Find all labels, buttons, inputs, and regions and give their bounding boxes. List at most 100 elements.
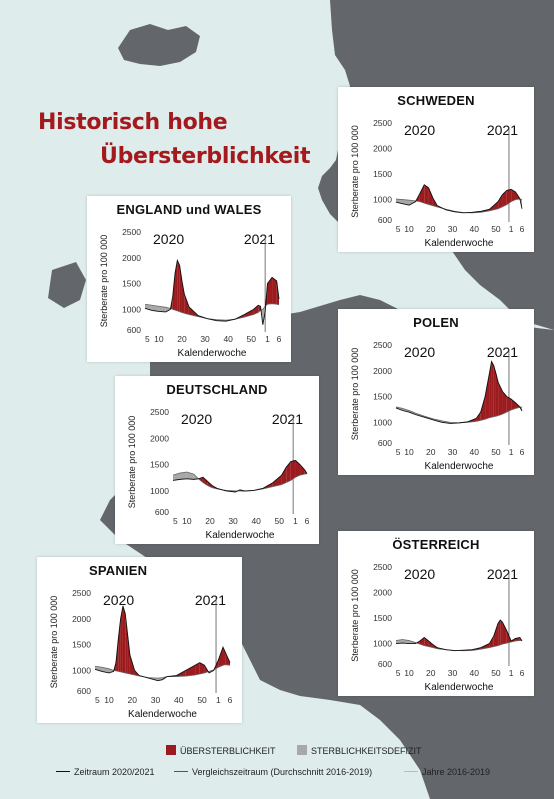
x-tick-label: 30 [448, 447, 458, 457]
current-period-line [172, 459, 308, 493]
panel-title: ÖSTERREICH [392, 537, 480, 552]
y-axis-label: Sterberate pro 100 000 [99, 235, 109, 328]
legend-label-current: Zeitraum 2020/2021 [74, 767, 155, 777]
x-tick-label: 1 [509, 224, 514, 234]
y-tick-label: 600 [77, 686, 91, 696]
excess-area-segment [118, 618, 121, 672]
legend-item-years: Jahre 2016-2019 [404, 767, 490, 777]
x-axis-label: Kalenderwoche [425, 682, 494, 693]
x-tick-label: 6 [305, 516, 310, 526]
x-tick-label: 30 [200, 334, 210, 344]
excess-area-segment [195, 662, 200, 676]
x-tick-label: 10 [182, 516, 192, 526]
x-axis-label: Kalenderwoche [425, 461, 494, 472]
excess-area-segment [286, 461, 291, 483]
x-tick-label: 10 [104, 695, 114, 705]
legend-swatch-excess [166, 745, 176, 755]
excess-area-segment [267, 277, 273, 305]
excess-area-segment [272, 277, 277, 305]
map-land-corsica [300, 598, 310, 620]
excess-area-segment [491, 361, 494, 418]
excess-area-segment [498, 382, 503, 416]
x-tick-label: 40 [469, 224, 479, 234]
excess-area-segment [485, 373, 490, 420]
deficit-area-segment [95, 666, 102, 672]
legend-swatch-deficit [297, 745, 307, 755]
year-label-right: 2021 [244, 231, 275, 247]
y-tick-label: 1000 [373, 195, 392, 205]
excess-area-segment [185, 665, 196, 677]
excess-area-segment [419, 637, 425, 646]
x-tick-label: 1 [216, 695, 221, 705]
x-tick-label: 5 [396, 447, 401, 457]
year-label-left: 2020 [404, 344, 435, 360]
year-label-right: 2021 [195, 592, 226, 608]
x-axis-label: Kalenderwoche [128, 709, 197, 720]
panel-deutschland: DEUTSCHLAND 2020 2021 Sterberate pro 100 0… [115, 376, 319, 544]
excess-area-segment [489, 635, 494, 648]
deficit-area-segment [151, 305, 159, 312]
y-tick-label: 2000 [150, 433, 169, 443]
legend-line-current [56, 771, 70, 772]
baseline-line [395, 639, 522, 652]
y-tick-label: 1000 [72, 665, 91, 675]
y-tick-label: 2000 [373, 366, 392, 376]
legend-item-deficit: STERBLICHKEITSDEFIZIT [297, 745, 422, 756]
excess-area-segment [511, 399, 516, 410]
x-tick-label: 6 [520, 668, 525, 678]
x-tick-label: 20 [426, 224, 436, 234]
current-period-line [395, 184, 523, 214]
excess-area-segment [498, 620, 501, 646]
year-label-left: 2020 [181, 411, 212, 427]
y-tick-label: 2500 [373, 340, 392, 350]
x-tick-label: 6 [520, 447, 525, 457]
excess-area-segment [511, 189, 516, 202]
year-label-left: 2020 [404, 566, 435, 582]
excess-area-segment [181, 281, 185, 314]
panel-spanien: SPANIEN 2020 2021 Sterberate pro 100 000 Ka… [37, 557, 242, 723]
map-land-sardinia [306, 632, 322, 665]
baseline-line [172, 471, 308, 492]
headline: Historisch hohe Übersterblichkeit [38, 106, 311, 174]
x-tick-label: 40 [469, 668, 479, 678]
y-axis-label: Sterberate pro 100 000 [127, 416, 137, 509]
legend-label-years: Jahre 2016-2019 [422, 767, 491, 777]
x-tick-label: 30 [151, 695, 161, 705]
current-period-line [94, 605, 231, 682]
excess-area-segment [122, 605, 126, 673]
baseline-line [395, 406, 523, 424]
x-tick-label: 40 [223, 334, 233, 344]
x-tick-label: 50 [491, 668, 501, 678]
x-tick-label: 6 [520, 224, 525, 234]
deficit-area-segment [519, 406, 522, 412]
y-tick-label: 2500 [373, 562, 392, 572]
excess-area-segment [272, 475, 282, 487]
x-tick-label: 40 [251, 516, 261, 526]
y-tick-label: 1500 [373, 392, 392, 402]
x-tick-label: 30 [448, 224, 458, 234]
x-tick-label: 50 [197, 695, 207, 705]
year-label-left: 2020 [153, 231, 184, 247]
excess-area-segment [480, 396, 486, 421]
y-tick-label: 600 [378, 659, 392, 669]
map-land-iceland [118, 24, 200, 66]
x-tick-label: 10 [404, 447, 414, 457]
x-tick-label: 6 [277, 334, 282, 344]
y-tick-label: 2000 [373, 588, 392, 598]
deficit-area-segment [519, 198, 522, 209]
y-tick-label: 1500 [373, 613, 392, 623]
y-tick-label: 2500 [373, 118, 392, 128]
excess-area-segment [281, 467, 287, 485]
legend-label-excess: ÜBERSTERBLICHKEIT [180, 746, 276, 756]
excess-area-segment [120, 605, 123, 673]
excess-area-segment [175, 260, 178, 311]
legend-line-years [404, 771, 418, 772]
excess-area-segment [498, 194, 503, 209]
deficit-area-segment [158, 306, 166, 312]
legend-item-excess: ÜBERSTERBLICHKEIT [166, 745, 276, 756]
excess-area-segment [253, 305, 259, 315]
y-tick-label: 1500 [122, 279, 141, 289]
excess-area-segment [428, 641, 433, 648]
legend-item-baseline: Vergleichszeitraum (Durchschnitt 2016-20… [174, 767, 372, 777]
x-tick-label: 10 [154, 334, 164, 344]
